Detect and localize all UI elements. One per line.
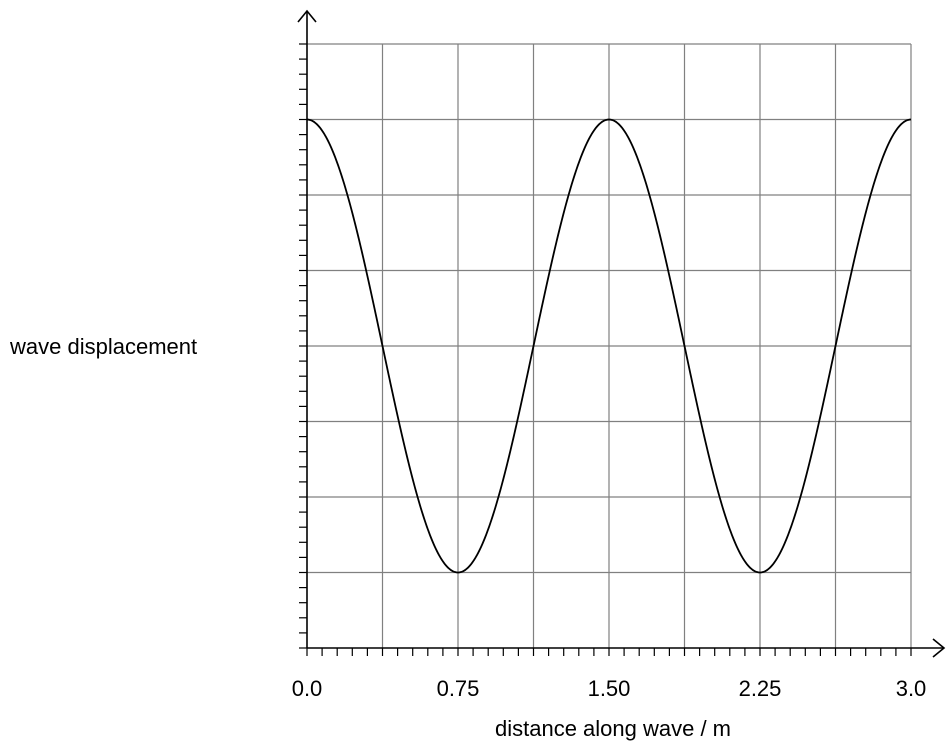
x-tick-labels: 0.0 0.75 1.50 2.25 3.0 [292,676,927,701]
grid-lines [307,43,912,648]
axes [297,9,946,658]
y-axis-arrow-icon [297,9,317,23]
series-line-wave [306,118,912,574]
x-tick-label: 3.0 [896,676,927,701]
x-tick-label: 2.25 [739,676,782,701]
minor-ticks [299,43,912,656]
x-axis-arrow-icon [932,638,946,658]
x-tick-label: 0.75 [437,676,480,701]
y-axis-label: wave displacement [9,334,197,359]
x-axis-label: distance along wave / m [495,716,731,741]
x-tick-label: 0.0 [292,676,323,701]
x-tick-label: 1.50 [588,676,631,701]
